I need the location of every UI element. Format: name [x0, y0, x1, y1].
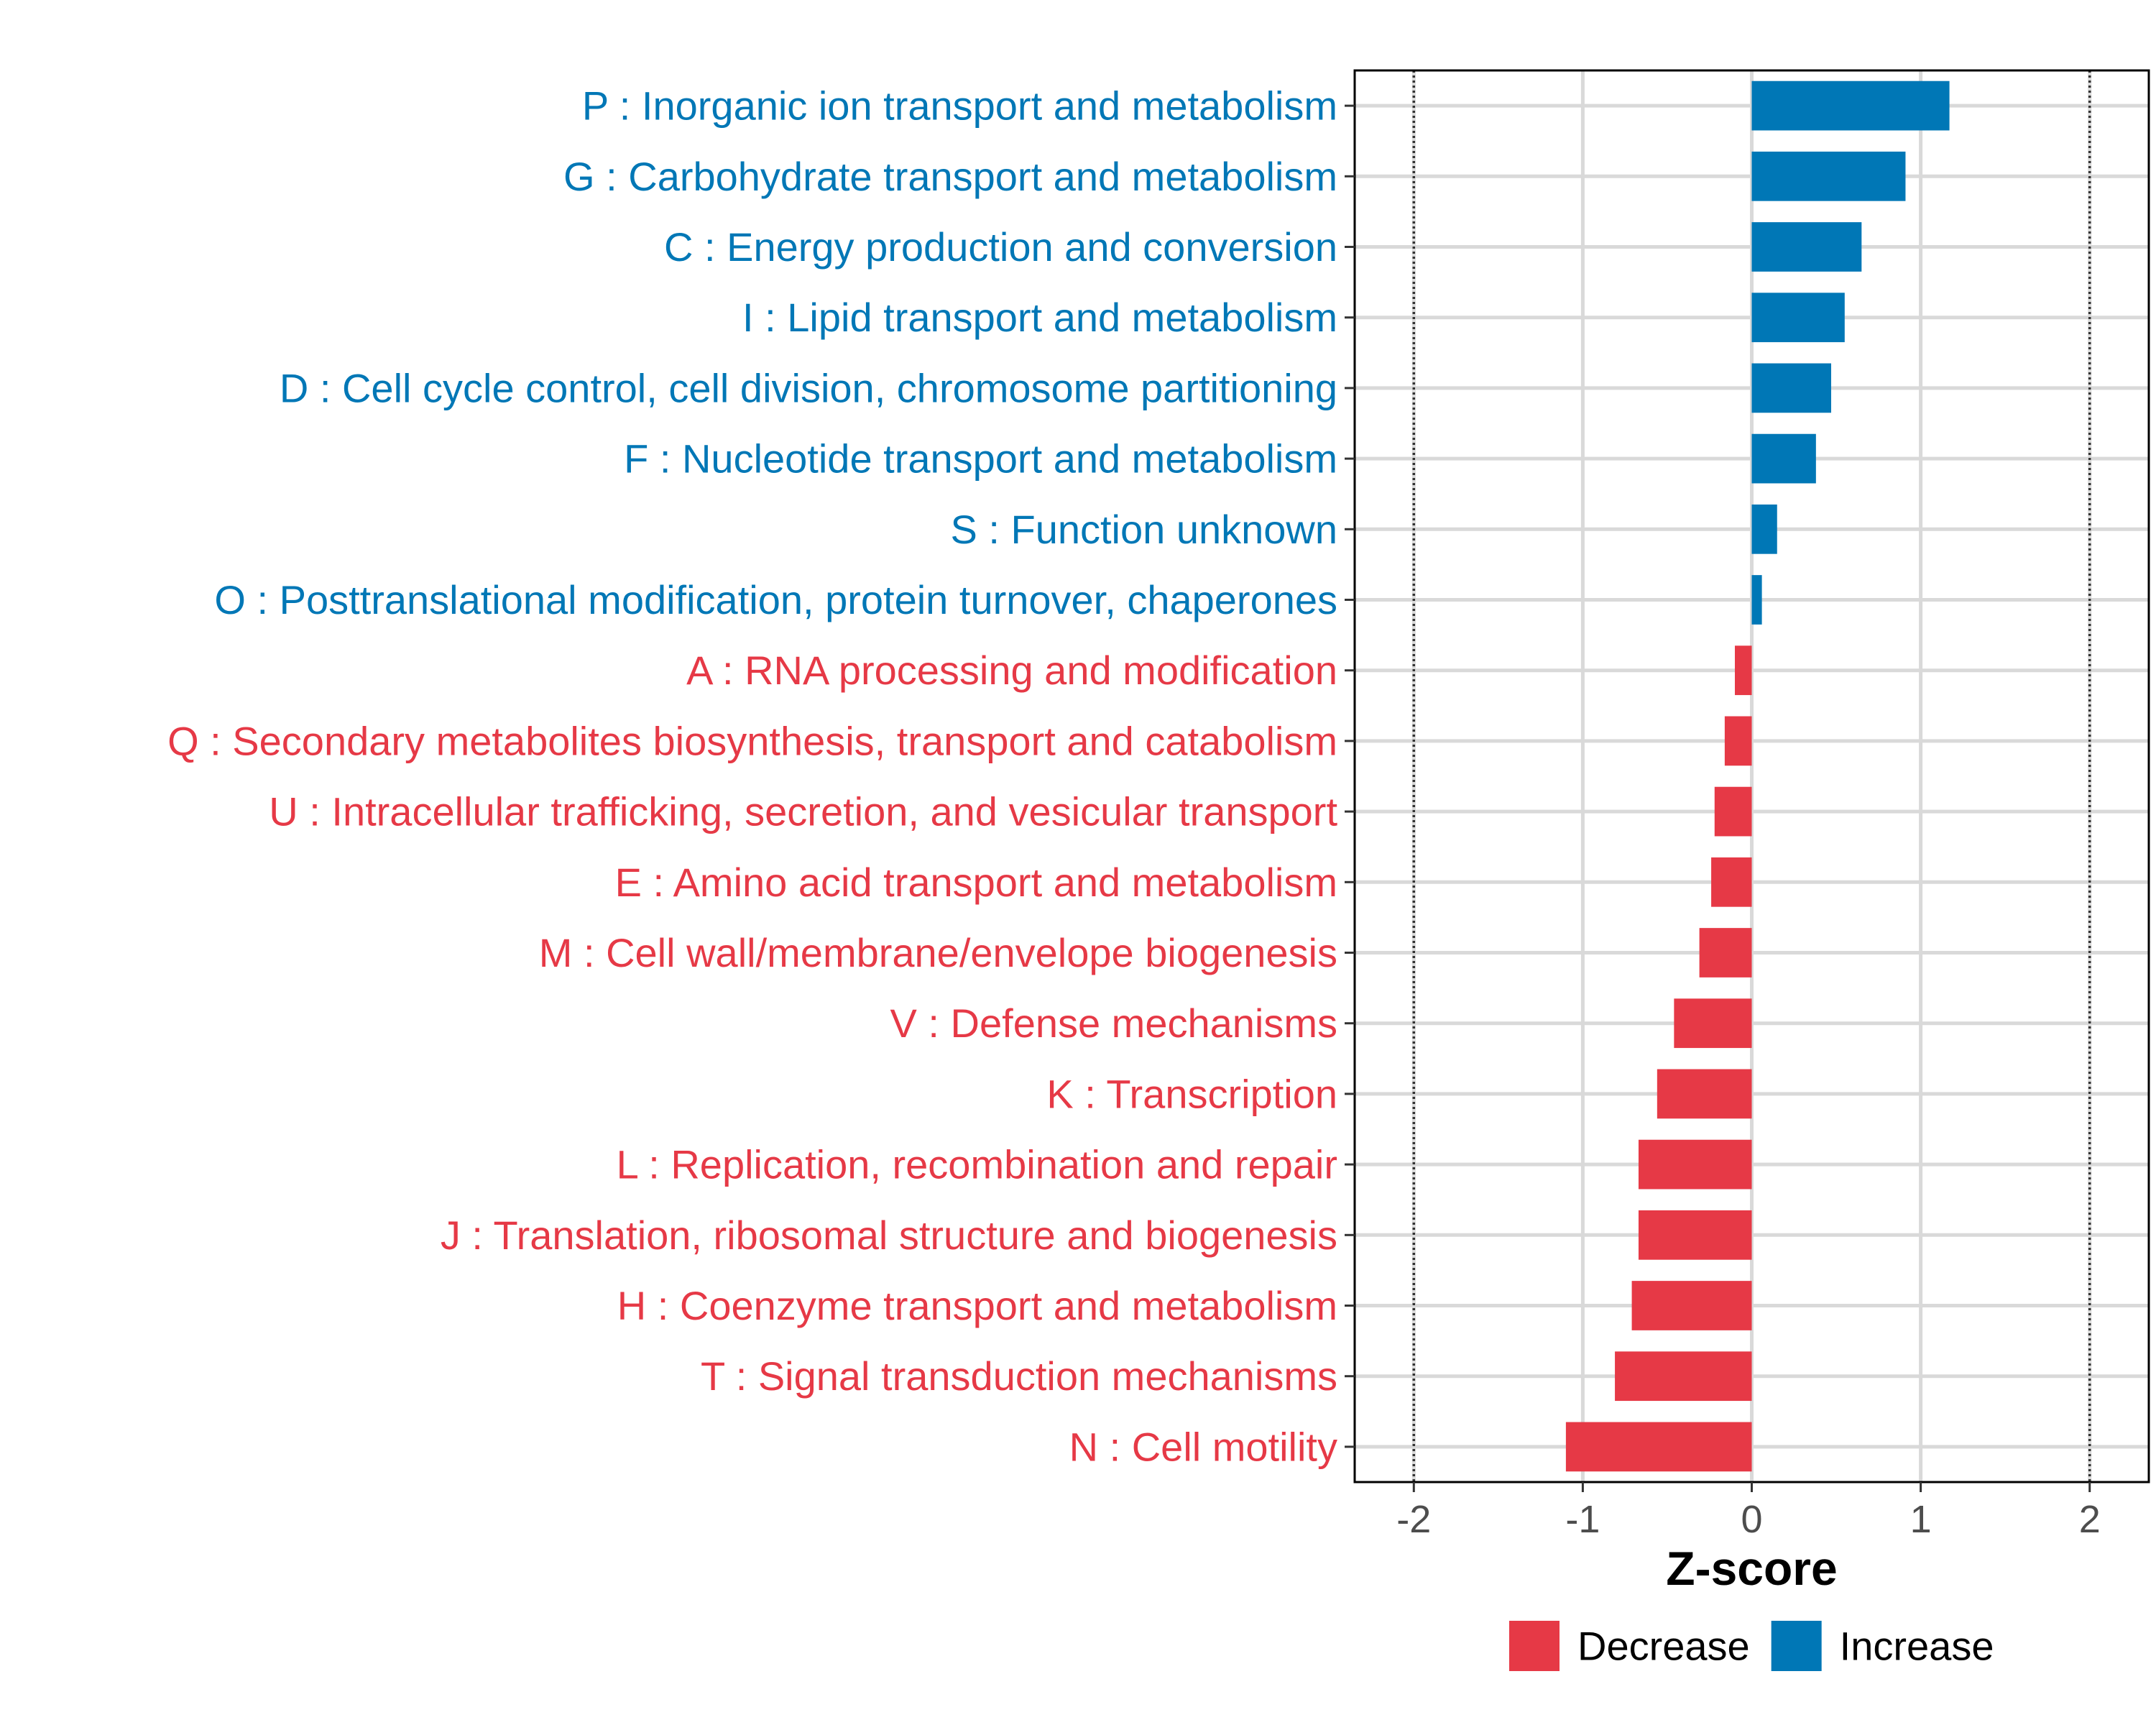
axis-ticks — [1345, 104, 2091, 1492]
bar-u — [1714, 786, 1752, 837]
bar-g — [1751, 151, 1906, 201]
category-label-l: L : Replication, recombination and repai… — [617, 1142, 1337, 1187]
category-label-g: G : Carbohydrate transport and metabolis… — [563, 154, 1337, 199]
category-label-p: P : Inorganic ion transport and metaboli… — [582, 83, 1337, 129]
bar-k — [1657, 1069, 1752, 1119]
bar-l — [1638, 1139, 1752, 1190]
x-axis-title: Z-score — [1666, 1542, 1837, 1595]
bars — [1565, 80, 1950, 1472]
category-label-a: A : RNA processing and modification — [686, 648, 1337, 693]
category-labels: P : Inorganic ion transport and metaboli… — [167, 83, 1337, 1470]
bar-n — [1565, 1422, 1752, 1472]
category-label-t: T : Signal transduction mechanisms — [701, 1353, 1337, 1399]
legend: Decrease Increase — [1509, 1621, 1994, 1671]
bar-t — [1615, 1351, 1752, 1402]
category-label-i: I : Lipid transport and metabolism — [742, 295, 1337, 340]
bar-f — [1751, 433, 1816, 484]
x-tick-label: 1 — [1910, 1498, 1932, 1541]
x-tick-labels: -2 -1 0 1 2 — [1396, 1498, 2100, 1541]
x-tick-label: -2 — [1396, 1498, 1431, 1541]
legend-label-decrease: Decrease — [1577, 1624, 1750, 1669]
category-label-m: M : Cell wall/membrane/envelope biogenes… — [539, 930, 1337, 975]
bar-q — [1724, 716, 1752, 766]
bar-e — [1711, 857, 1752, 907]
category-label-n: N : Cell motility — [1069, 1424, 1337, 1469]
category-label-v: V : Defense mechanisms — [890, 1000, 1337, 1046]
reference-lines — [1412, 70, 2091, 1482]
bar-d — [1751, 363, 1831, 413]
bar-a — [1734, 645, 1752, 696]
category-label-j: J : Translation, ribosomal structure and… — [441, 1213, 1337, 1258]
bar-o — [1751, 575, 1762, 625]
category-label-c: C : Energy production and conversion — [664, 224, 1337, 270]
category-label-d: D : Cell cycle control, cell division, c… — [280, 365, 1337, 410]
x-tick-label: 0 — [1741, 1498, 1762, 1541]
legend-swatch-increase — [1771, 1621, 1822, 1671]
bar-m — [1699, 928, 1752, 978]
category-label-q: Q : Secondary metabolites biosynthesis, … — [167, 718, 1337, 763]
category-label-e: E : Amino acid transport and metabolism — [615, 860, 1337, 905]
x-tick-label: -1 — [1565, 1498, 1600, 1541]
bar-j — [1638, 1210, 1752, 1260]
bar-s — [1751, 504, 1777, 554]
legend-label-increase: Increase — [1840, 1624, 1994, 1669]
category-label-f: F : Nucleotide transport and metabolism — [624, 436, 1337, 482]
category-label-h: H : Coenzyme transport and metabolism — [617, 1283, 1337, 1328]
bar-h — [1631, 1281, 1752, 1330]
category-label-u: U : Intracellular trafficking, secretion… — [269, 789, 1337, 834]
bar-p — [1751, 80, 1950, 131]
category-label-o: O : Posttranslational modification, prot… — [214, 577, 1337, 622]
x-tick-label: 2 — [2079, 1498, 2101, 1541]
category-label-k: K : Transcription — [1046, 1071, 1337, 1116]
category-label-s: S : Function unknown — [950, 507, 1337, 552]
legend-swatch-decrease — [1509, 1621, 1560, 1671]
bar-c — [1751, 222, 1862, 272]
bar-v — [1674, 998, 1752, 1049]
bar-i — [1751, 293, 1845, 343]
